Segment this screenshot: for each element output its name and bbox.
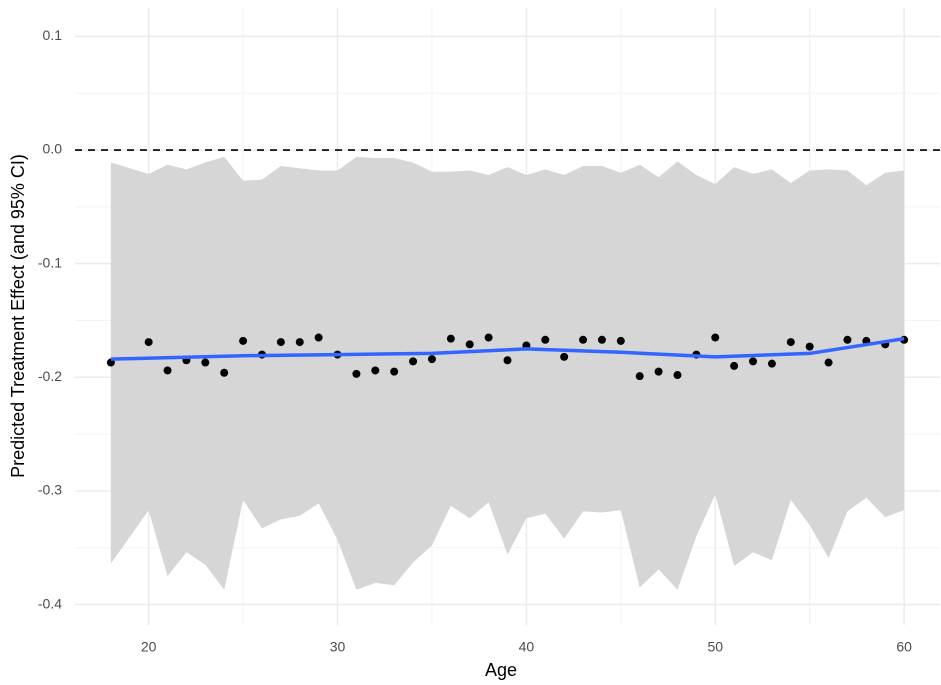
point (616, 336, 625, 345)
point (654, 367, 663, 376)
y-tick-label: -0.1 (38, 254, 62, 270)
point (465, 340, 474, 349)
x-tick-label: 50 (707, 639, 723, 655)
point (503, 356, 512, 365)
point (163, 366, 172, 375)
point (711, 333, 720, 342)
x-axis-title: Age (485, 660, 517, 680)
point (144, 338, 153, 347)
point (597, 335, 606, 344)
point (560, 352, 569, 361)
point (749, 357, 758, 366)
point (295, 338, 304, 347)
x-tick-label: 40 (519, 639, 535, 655)
point (239, 336, 248, 345)
point (409, 357, 418, 366)
point (220, 368, 229, 377)
y-tick-label: 0.0 (43, 141, 63, 157)
point (371, 366, 380, 375)
point (484, 333, 493, 342)
point (352, 369, 361, 378)
point (673, 371, 682, 380)
y-tick-label: -0.2 (38, 368, 62, 384)
x-tick-label: 30 (330, 639, 346, 655)
point (635, 372, 644, 381)
point (805, 342, 814, 351)
y-tick-label: -0.3 (38, 482, 62, 498)
point (541, 335, 550, 344)
y-tick-label: -0.4 (38, 595, 62, 611)
confidence-ribbon (110, 156, 905, 590)
point (786, 338, 795, 347)
point (767, 359, 776, 368)
x-tick-label: 60 (896, 639, 912, 655)
smooth-line (110, 336, 905, 361)
point (824, 358, 833, 367)
point (427, 355, 436, 364)
point (390, 367, 399, 376)
y-axis-title: Predicted Treatment Effect (and 95% CI) (8, 154, 28, 478)
point (201, 358, 210, 367)
point (843, 335, 852, 344)
x-tick-label: 20 (141, 639, 157, 655)
point (446, 334, 455, 343)
point (314, 333, 323, 342)
point (730, 361, 739, 370)
point (276, 338, 285, 347)
y-tick-label: 0.1 (43, 27, 63, 43)
point (579, 335, 588, 344)
